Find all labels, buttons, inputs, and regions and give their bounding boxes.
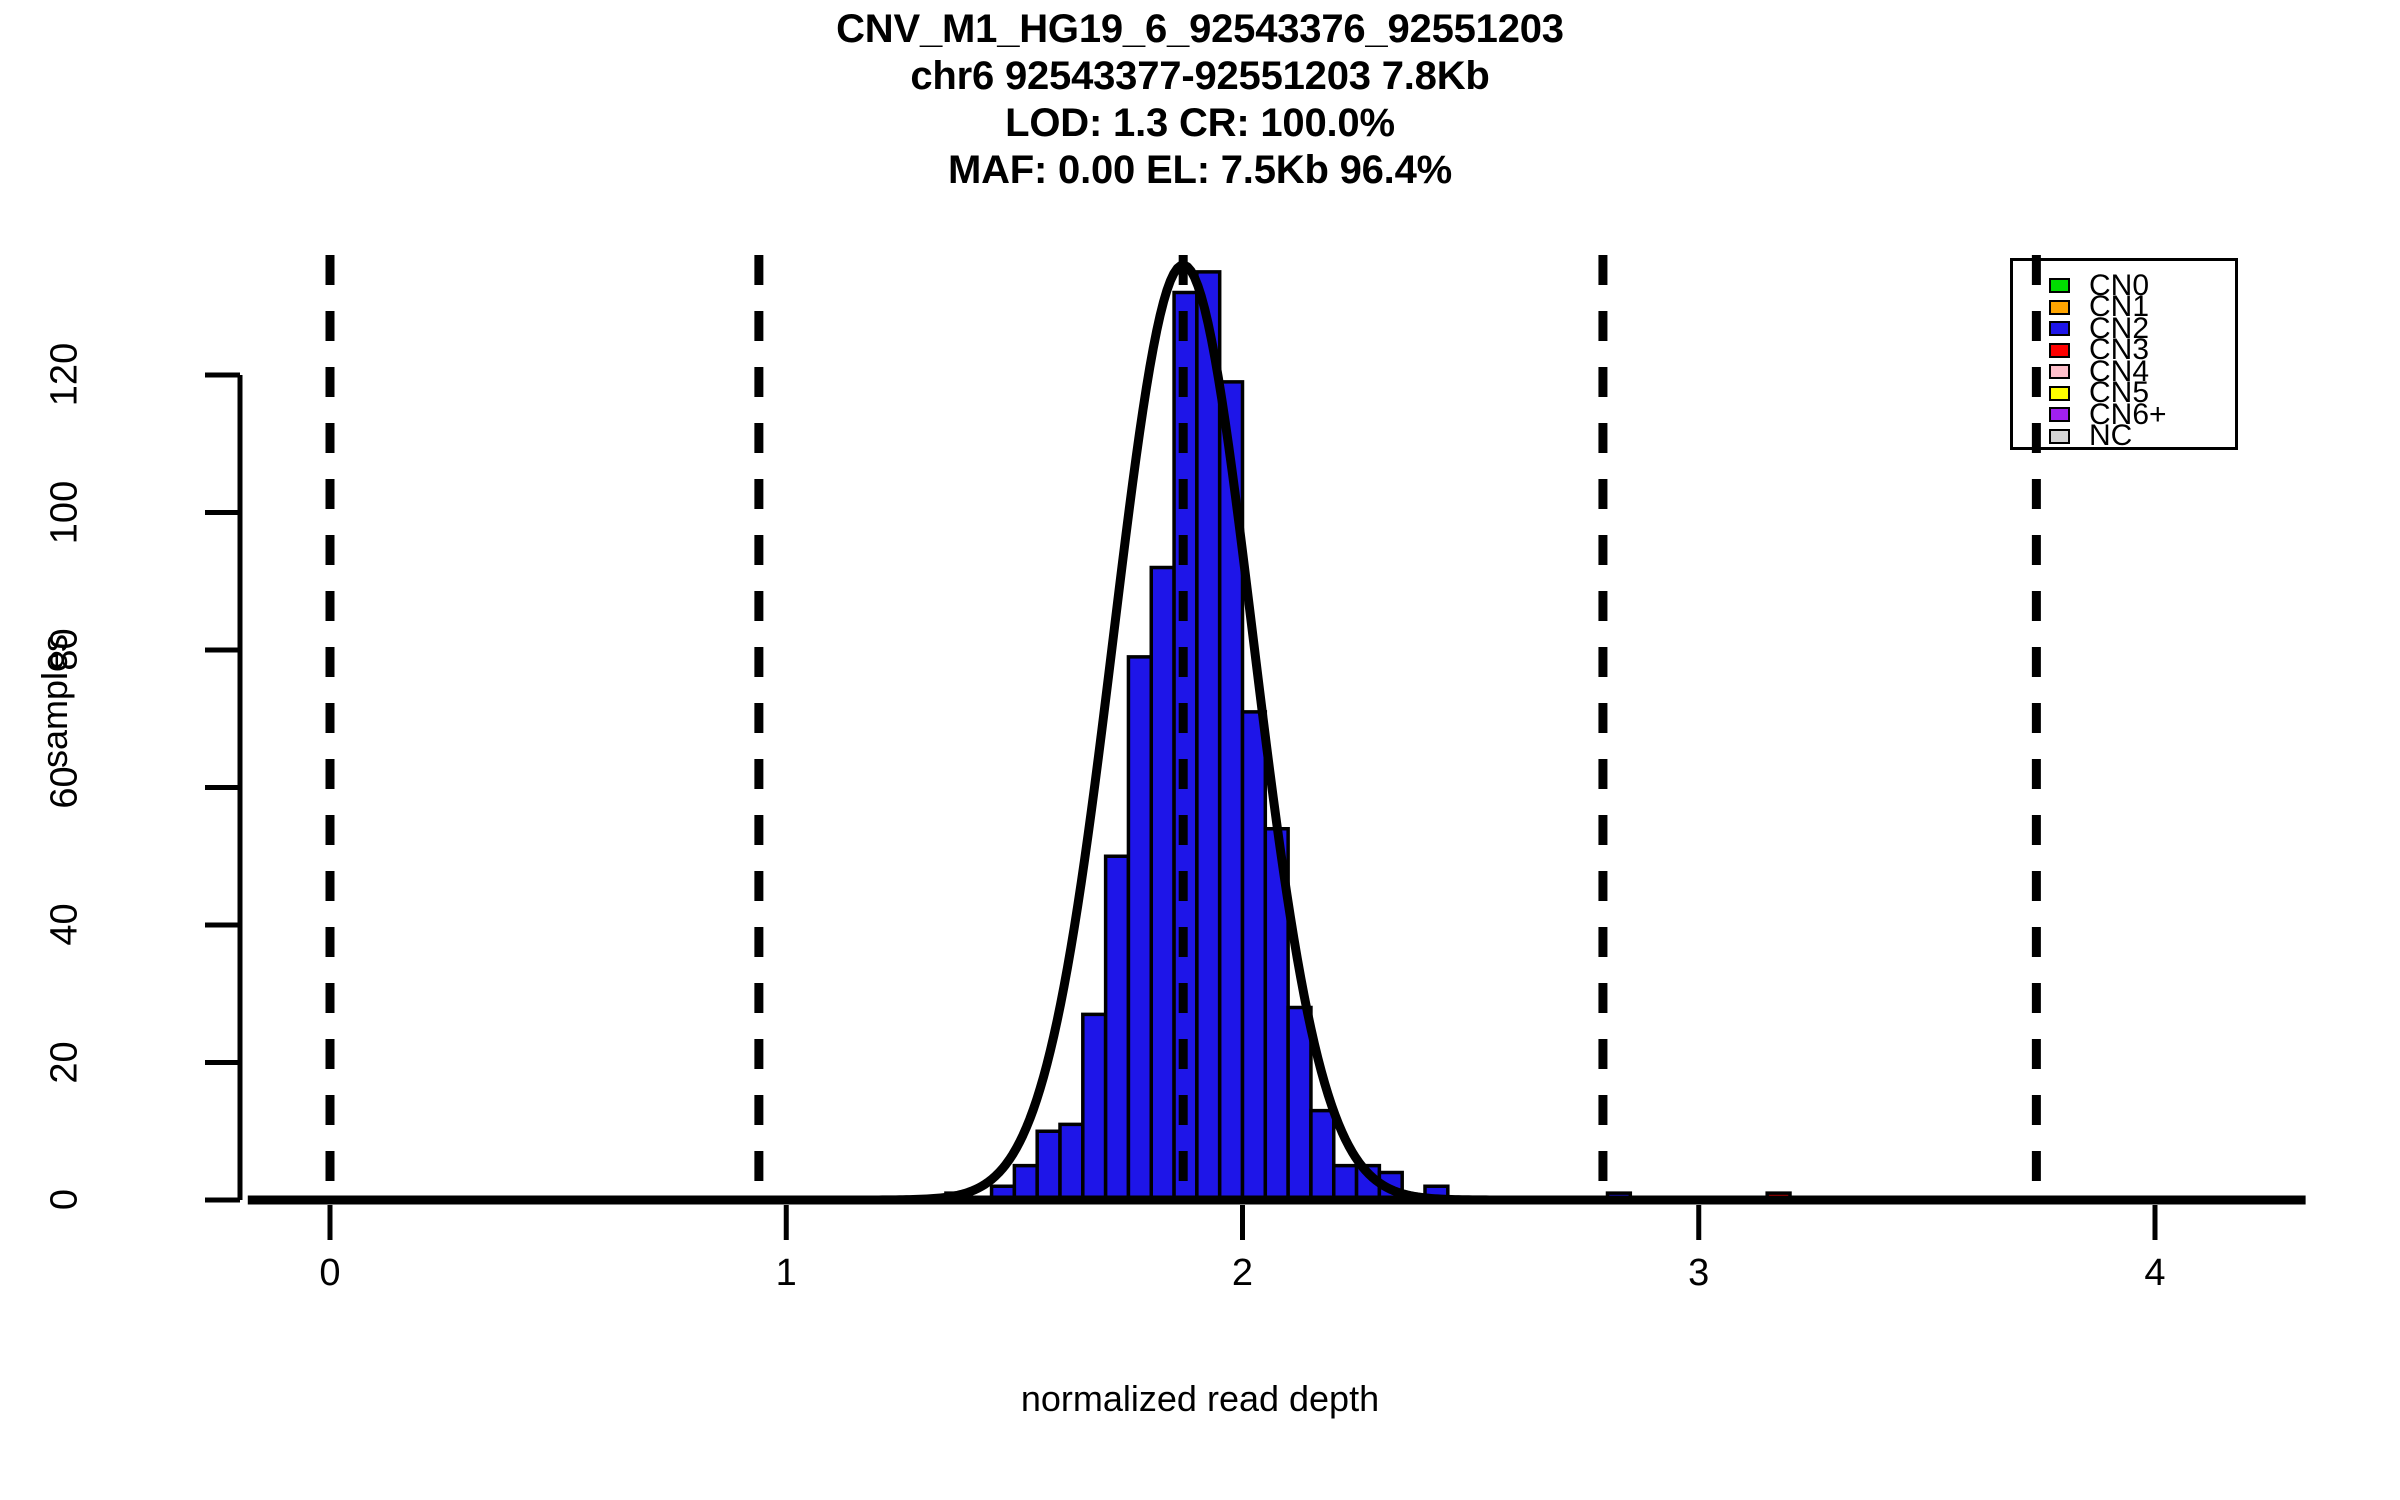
axis-layer	[205, 372, 2306, 1240]
legend-color-swatch	[2049, 407, 2070, 423]
chart-title-block: CNV_M1_HG19_6_92543376_92551203 chr6 925…	[0, 6, 2400, 194]
legend-item-cn1: CN1	[2013, 292, 2235, 322]
histogram-bar	[1286, 1005, 1313, 1202]
histogram-bar	[1309, 1108, 1336, 1202]
y-axis-label: samples	[34, 633, 75, 769]
x-axis-label: normalized read depth	[1020, 1378, 1380, 1419]
copy-number-legend: CN0 CN1 CN2 CN3 CN4 CN5 CN6+ NC	[2010, 258, 2238, 451]
legend-label: NC	[2089, 419, 2133, 453]
legend-label: CN2	[2089, 311, 2150, 345]
legend-item-cn5: CN5	[2013, 378, 2235, 408]
legend-label: CN4	[2089, 354, 2150, 388]
x-tick-label: 2	[1231, 1252, 1254, 1294]
histogram-bar	[1103, 854, 1131, 1202]
x-tick-label: 3	[1688, 1252, 1710, 1294]
histogram-bar	[1012, 1163, 1039, 1202]
legend-label: CN3	[2089, 333, 2150, 367]
title-line-4: MAF: 0.00 EL: 7.5Kb 96.4%	[947, 148, 1453, 192]
legend-item-cn2: CN2	[2013, 313, 2235, 343]
legend-label: CN1	[2089, 290, 2150, 324]
y-tick-label: 120	[43, 342, 86, 407]
histogram-bars-layer	[944, 270, 1792, 1202]
legend-color-swatch	[2049, 321, 2070, 337]
legend-color-swatch	[2049, 299, 2070, 315]
x-tick-label: 0	[319, 1252, 341, 1294]
y-tick-label: 40	[43, 903, 86, 946]
histogram-bar	[1195, 270, 1222, 1202]
legend-item-cn4: CN4	[2013, 356, 2235, 386]
title-line-3: LOD: 1.3 CR: 100.0%	[1005, 101, 1395, 145]
legend-label: CN6+	[2089, 397, 2167, 431]
legend-label: CN5	[2089, 376, 2150, 410]
legend-item-cn0: CN0	[2013, 270, 2235, 300]
histogram-bar	[1058, 1122, 1085, 1202]
histogram-bar	[1332, 1163, 1359, 1202]
legend-item-cn3: CN3	[2013, 335, 2235, 365]
histogram-bar	[1035, 1129, 1062, 1202]
legend-color-swatch	[2049, 428, 2070, 444]
x-tick-label: 1	[775, 1252, 797, 1294]
threshold-lines-layer	[325, 255, 2041, 1200]
histogram-bar	[1081, 1012, 1108, 1202]
y-tick-label: 20	[43, 1040, 86, 1084]
legend-item-nc: NC	[2013, 421, 2235, 451]
legend-label: CN0	[2089, 268, 2150, 302]
legend-color-swatch	[2049, 364, 2070, 380]
histogram-bar	[1149, 565, 1176, 1202]
title-line-1: CNV_M1_HG19_6_92543376_92551203	[836, 7, 1564, 51]
legend-color-swatch	[2049, 278, 2070, 294]
histogram-bar	[1126, 655, 1153, 1202]
title-line-2: chr6 92543377-92551203 7.8Kb	[910, 54, 1490, 98]
histogram-bar	[1240, 710, 1268, 1202]
legend-color-swatch	[2049, 342, 2070, 358]
legend-color-swatch	[2049, 385, 2070, 401]
legend-item-cn6plus: CN6+	[2013, 399, 2235, 429]
y-tick-label: 0	[43, 1188, 86, 1211]
x-tick-label: 4	[2144, 1252, 2166, 1294]
